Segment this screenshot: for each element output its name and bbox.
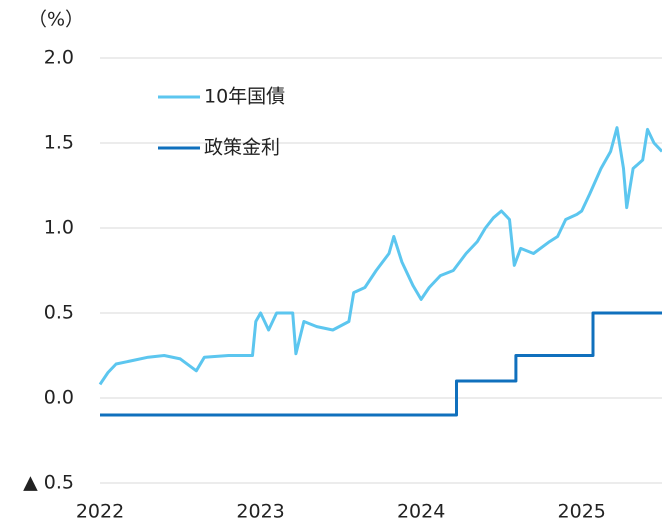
x-tick-label: 2023 [236,501,284,523]
y-tick-label: 2.0 [44,47,74,69]
y-tick-label: 1.5 [44,132,74,154]
y-tick-label: 0.5 [44,302,74,324]
line [100,311,662,417]
legend-label: 10年国債 [204,86,285,108]
y-axis-label: （%） [28,9,84,31]
y-tick-label: 1.0 [44,217,74,239]
line [98,126,662,386]
x-tick-label: 2025 [558,501,606,523]
x-tick-label: 2022 [76,501,124,523]
y-tick-label: 0.0 [44,387,74,409]
y-tick-label: ▲ 0.5 [23,472,74,494]
x-tick-label: 2024 [397,501,445,523]
legend-label: 政策金利 [204,137,280,159]
